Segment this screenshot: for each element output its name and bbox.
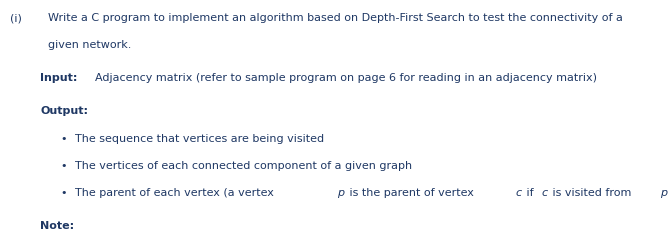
Text: (i): (i) bbox=[10, 13, 22, 23]
Text: if: if bbox=[523, 188, 537, 198]
Text: Write a C program to implement an algorithm based on Depth-First Search to test : Write a C program to implement an algori… bbox=[48, 13, 623, 23]
Text: Adjacency matrix (refer to sample program on page 6 for reading in an adjacency : Adjacency matrix (refer to sample progra… bbox=[88, 73, 597, 83]
Text: The parent of each vertex (a vertex: The parent of each vertex (a vertex bbox=[75, 188, 278, 198]
Text: c: c bbox=[542, 188, 548, 198]
Text: is the parent of vertex: is the parent of vertex bbox=[346, 188, 477, 198]
Text: The vertices of each connected component of a given graph: The vertices of each connected component… bbox=[75, 161, 413, 171]
Text: Input:: Input: bbox=[40, 73, 77, 83]
Text: c: c bbox=[515, 188, 522, 198]
Text: given network.: given network. bbox=[48, 40, 132, 50]
Text: •: • bbox=[60, 134, 67, 144]
Text: Note:: Note: bbox=[40, 221, 74, 231]
Text: Output:: Output: bbox=[40, 106, 88, 116]
Text: p: p bbox=[337, 188, 344, 198]
Text: •: • bbox=[60, 161, 67, 171]
Text: is visited from: is visited from bbox=[549, 188, 635, 198]
Text: p: p bbox=[660, 188, 667, 198]
Text: The sequence that vertices are being visited: The sequence that vertices are being vis… bbox=[75, 134, 325, 144]
Text: •: • bbox=[60, 188, 67, 198]
